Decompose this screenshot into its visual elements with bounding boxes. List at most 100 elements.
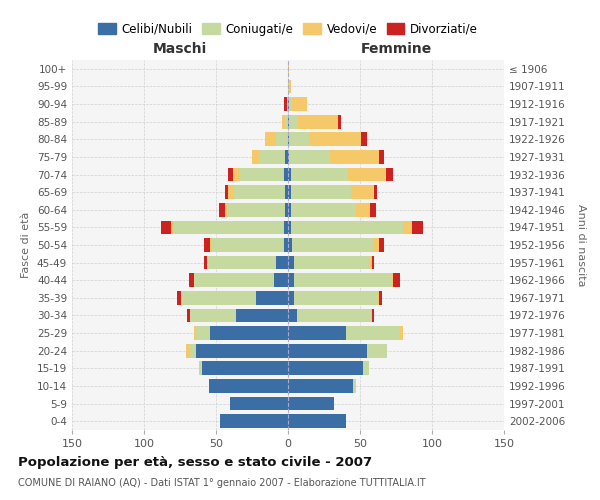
Bar (224, 186, 227, 199)
Bar (298, 115, 338, 128)
Bar (220, 414, 288, 428)
Bar (161, 220, 172, 234)
Bar (393, 274, 400, 287)
Bar (294, 256, 368, 270)
Bar (289, 97, 292, 111)
Bar (227, 203, 285, 216)
Bar (412, 220, 424, 234)
Bar (288, 80, 291, 94)
Bar (233, 186, 285, 199)
Bar (194, 274, 274, 287)
Bar (284, 238, 288, 252)
Bar (209, 379, 288, 393)
Text: Femmine: Femmine (361, 42, 431, 56)
Bar (291, 220, 403, 234)
Bar (288, 256, 294, 270)
Bar (400, 326, 403, 340)
Bar (288, 326, 346, 340)
Legend: Celibi/Nubili, Coniugati/e, Vedovi/e, Divorziati/e: Celibi/Nubili, Coniugati/e, Vedovi/e, Di… (93, 18, 483, 40)
Bar (288, 62, 289, 76)
Text: Popolazione per età, sesso e stato civile - 2007: Popolazione per età, sesso e stato civil… (18, 456, 372, 469)
Bar (288, 132, 289, 146)
Bar (284, 97, 287, 111)
Bar (352, 186, 374, 199)
Bar (356, 203, 370, 216)
Bar (284, 168, 288, 181)
Bar (256, 291, 288, 304)
Bar (259, 150, 285, 164)
Bar (386, 168, 393, 181)
Text: COMUNE DI RAIANO (AQ) - Dati ISTAT 1° gennaio 2007 - Elaborazione TUTTITALIA.IT: COMUNE DI RAIANO (AQ) - Dati ISTAT 1° ge… (18, 478, 425, 488)
Bar (285, 186, 288, 199)
Bar (349, 168, 386, 181)
Bar (379, 291, 382, 304)
Bar (288, 203, 291, 216)
Bar (374, 186, 377, 199)
Bar (274, 274, 288, 287)
Bar (277, 256, 288, 270)
Bar (310, 132, 361, 146)
Bar (392, 274, 393, 287)
Bar (199, 362, 202, 375)
Bar (371, 256, 374, 270)
Bar (363, 362, 368, 375)
Bar (287, 97, 288, 111)
Bar (233, 168, 241, 181)
Bar (367, 344, 388, 358)
Bar (219, 203, 224, 216)
Bar (252, 150, 259, 164)
Bar (292, 97, 307, 111)
Bar (289, 132, 310, 146)
Bar (202, 362, 288, 375)
Bar (284, 220, 288, 234)
Bar (288, 362, 363, 375)
Bar (288, 274, 294, 287)
Bar (186, 344, 188, 358)
Bar (353, 379, 356, 393)
Bar (338, 115, 341, 128)
Bar (296, 308, 371, 322)
Bar (187, 308, 190, 322)
Bar (230, 396, 288, 410)
Bar (370, 203, 376, 216)
Bar (227, 186, 233, 199)
Bar (291, 168, 349, 181)
Bar (288, 344, 367, 358)
Bar (212, 238, 284, 252)
Bar (285, 115, 288, 128)
Bar (194, 326, 196, 340)
Bar (292, 238, 373, 252)
Bar (282, 115, 285, 128)
Bar (288, 379, 353, 393)
Bar (377, 291, 379, 304)
Bar (174, 220, 284, 234)
Bar (288, 238, 292, 252)
Bar (210, 238, 212, 252)
Bar (403, 220, 412, 234)
Bar (288, 308, 296, 322)
Bar (288, 186, 291, 199)
Bar (277, 132, 288, 146)
Bar (288, 396, 334, 410)
Bar (288, 220, 291, 234)
Bar (288, 97, 289, 111)
Bar (205, 238, 210, 252)
Bar (289, 150, 330, 164)
Bar (188, 344, 196, 358)
Bar (172, 220, 174, 234)
Bar (288, 414, 346, 428)
Bar (196, 326, 210, 340)
Bar (289, 115, 298, 128)
Bar (346, 326, 400, 340)
Bar (227, 168, 233, 181)
Bar (291, 186, 352, 199)
Bar (196, 344, 288, 358)
Bar (294, 291, 377, 304)
Bar (208, 256, 277, 270)
Bar (285, 150, 288, 164)
Bar (379, 238, 385, 252)
Bar (190, 308, 236, 322)
Bar (330, 150, 379, 164)
Bar (241, 168, 284, 181)
Bar (285, 203, 288, 216)
